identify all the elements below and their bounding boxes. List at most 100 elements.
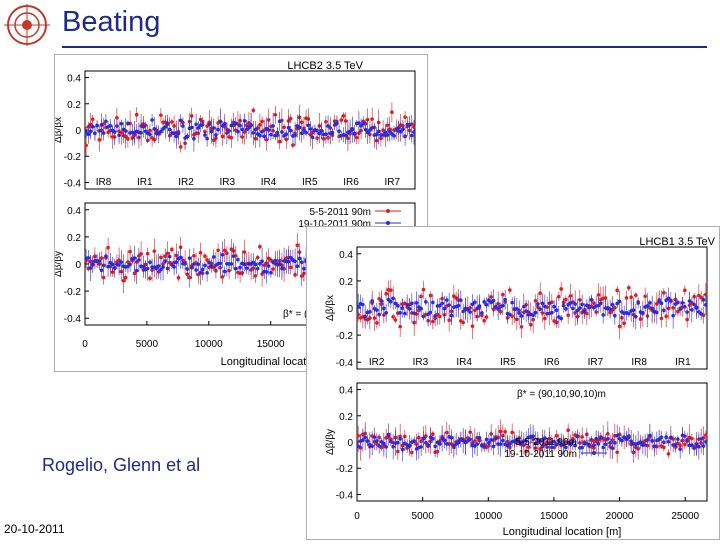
data-point: [414, 301, 419, 305]
data-point: [552, 439, 556, 444]
data-point: [304, 130, 308, 135]
data-point: [620, 438, 624, 443]
data-point: [104, 254, 108, 258]
data-point: [251, 131, 256, 135]
data-point: [211, 255, 216, 259]
data-point: [148, 276, 152, 281]
data-point: [571, 306, 575, 311]
data-point: [101, 263, 106, 268]
data-point: [559, 316, 563, 321]
data-point: [498, 429, 503, 434]
data-point: [361, 121, 366, 126]
y-tick-label: 0: [75, 126, 81, 137]
data-point: [299, 260, 304, 265]
y-axis-label: Δβ/βy: [55, 251, 64, 277]
data-point: [260, 129, 264, 134]
data-point: [293, 133, 297, 138]
data-point: [389, 439, 393, 444]
data-point: [589, 298, 594, 302]
data-point: [580, 445, 584, 450]
data-point: [631, 308, 636, 312]
data-point: [536, 302, 540, 306]
data-point: [599, 301, 603, 306]
data-point: [161, 265, 165, 269]
data-point: [424, 440, 428, 445]
data-point: [482, 445, 486, 449]
data-point: [601, 445, 605, 450]
data-point: [531, 317, 535, 322]
x-tick-label: 25000: [671, 511, 699, 522]
data-point: [337, 129, 341, 134]
data-point: [449, 435, 454, 440]
data-point: [165, 251, 170, 256]
data-point: [203, 263, 207, 268]
data-point: [503, 297, 507, 302]
data-point: [666, 296, 671, 301]
cern-logo: [4, 4, 50, 46]
data-point: [115, 124, 119, 128]
data-point: [288, 265, 293, 270]
data-point: [501, 292, 505, 297]
data-point: [370, 117, 374, 121]
data-point: [286, 259, 291, 264]
data-point: [315, 136, 319, 140]
data-point: [393, 301, 398, 306]
data-point: [189, 265, 194, 270]
y-tick-label: 0.2: [67, 100, 81, 111]
data-point: [531, 434, 535, 439]
data-point: [253, 262, 258, 267]
data-point: [477, 436, 482, 440]
data-point: [376, 129, 381, 134]
data-point: [519, 324, 524, 329]
data-point: [315, 128, 319, 133]
y-axis-label: Δβ/βx: [325, 295, 336, 321]
plot-panel: 0.4 0.2 0 -0.2 -0.4 Δβ/βx IR2 IR3 IR4 IR5 IR6 IR7 IR…: [325, 246, 708, 370]
data-point: [218, 261, 223, 266]
data-point: [596, 442, 601, 446]
data-point: [253, 127, 258, 132]
data-point: [564, 297, 568, 302]
data-point: [701, 298, 706, 302]
data-point: [697, 444, 701, 449]
data-point: [152, 126, 157, 131]
data-point: [676, 309, 680, 314]
data-point: [424, 300, 428, 304]
data-point: [176, 131, 181, 136]
data-point: [117, 133, 121, 138]
data-point: [266, 128, 271, 132]
data-point: [587, 305, 591, 310]
y-axis-label: Δβ/βx: [55, 117, 64, 143]
y-tick-label: -0.4: [64, 314, 82, 325]
data-point: [379, 299, 384, 303]
data-point: [363, 435, 367, 440]
data-point: [519, 314, 524, 318]
data-point: [592, 443, 596, 447]
data-point: [154, 266, 159, 271]
data-point: [552, 304, 556, 309]
data-point: [655, 310, 659, 315]
data-point: [99, 256, 104, 260]
data-point: [678, 307, 682, 312]
data-point: [421, 436, 426, 441]
data-point: [606, 436, 610, 441]
data-point: [461, 309, 465, 314]
x-tick-label: 0: [354, 511, 360, 522]
data-point: [330, 130, 335, 135]
data-point: [288, 128, 293, 133]
x-axis-label: Longitudinal location [m]: [503, 526, 622, 538]
data-point: [510, 430, 514, 435]
data-point: [139, 252, 143, 256]
data-point: [317, 131, 322, 136]
data-point: [365, 439, 370, 443]
legend-entry: 19-10-2011 90m: [504, 449, 577, 460]
data-point: [229, 135, 234, 140]
data-point: [524, 449, 528, 454]
data-point: [676, 300, 680, 305]
data-point: [293, 259, 297, 264]
data-point: [99, 123, 104, 127]
data-point: [629, 295, 633, 300]
data-point: [466, 307, 470, 312]
data-point: [498, 309, 503, 314]
data-point: [445, 442, 449, 446]
